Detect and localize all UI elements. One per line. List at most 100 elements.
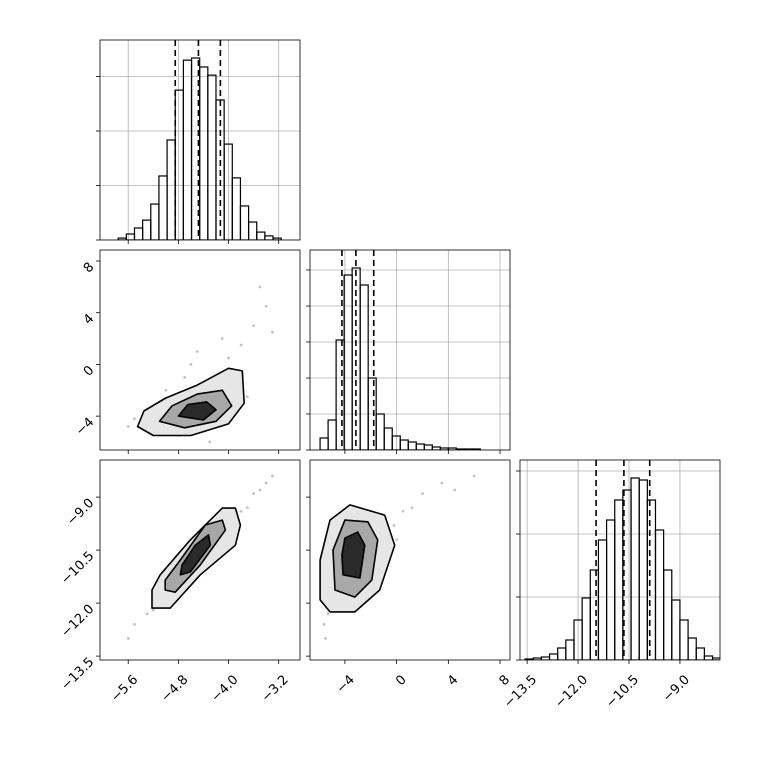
y-tick-label: −4	[73, 415, 97, 439]
scatter-point	[151, 608, 155, 612]
histogram-bar	[415, 443, 425, 450]
x-tick-label: 8	[497, 672, 513, 688]
scatter-point	[252, 492, 256, 495]
histogram-bar	[663, 569, 673, 660]
plot-area	[126, 285, 274, 444]
histogram-bar	[614, 499, 624, 660]
scatter-point	[258, 285, 262, 289]
scatter-point	[245, 395, 249, 399]
histogram-bar	[630, 477, 640, 660]
panel	[96, 39, 301, 244]
histogram-bar	[471, 448, 481, 450]
scatter-point	[322, 622, 326, 626]
histogram-bar	[638, 479, 648, 660]
scatter-point	[208, 440, 212, 444]
panel-frame	[99, 39, 301, 241]
y-tick-label: 8	[81, 260, 97, 276]
x-tick-label: −10.5	[603, 672, 642, 711]
scatter-point	[440, 481, 444, 485]
histogram-bar	[646, 499, 657, 660]
y-tick-label: −13.5	[59, 655, 98, 694]
panel-frame	[309, 459, 511, 661]
plot-area	[520, 460, 720, 660]
histogram-bar	[239, 205, 250, 240]
y-tick-label: −12.0	[59, 602, 98, 641]
histogram-bar	[375, 413, 385, 450]
scatter-point	[258, 488, 262, 492]
scatter-point	[183, 375, 187, 379]
scatter-point	[145, 612, 149, 616]
scatter-point	[126, 637, 130, 640]
histogram-bar	[319, 437, 329, 450]
scatter-point	[392, 523, 396, 527]
x-tick-label: −4.8	[158, 672, 191, 705]
plot-area	[126, 474, 274, 640]
histogram-bar	[589, 569, 600, 660]
histogram-bar	[383, 427, 393, 450]
histogram-bar	[343, 274, 353, 450]
scatter-point	[472, 474, 476, 478]
scatter-point	[220, 337, 224, 340]
y-tick-label: 4	[81, 311, 97, 327]
scatter-point	[326, 612, 330, 616]
histogram-bar	[182, 59, 193, 240]
scatter-point	[252, 324, 256, 328]
scatter-point	[133, 622, 136, 626]
histogram-bar	[407, 441, 417, 450]
scatter-point	[264, 481, 268, 485]
scatter-point	[133, 417, 136, 421]
panel: −13.5 −12.0 −10.5 −9.0	[501, 459, 721, 711]
plot-area	[100, 40, 300, 240]
histogram-bar	[133, 227, 144, 240]
histogram-bar	[231, 177, 242, 240]
scatter-point	[453, 488, 457, 492]
histogram-bar	[150, 203, 160, 240]
histogram-bar	[605, 519, 616, 660]
histogram-bar	[687, 637, 697, 660]
panel: −5.6 −4.8 −4.0 −3.2 −13.5 −12.0 −10.5 −9.0	[59, 459, 301, 705]
histogram-bar	[557, 647, 567, 660]
histogram-bar	[597, 539, 608, 660]
plot-area	[319, 474, 476, 640]
scatter-point	[164, 388, 168, 392]
scatter-point	[410, 506, 414, 510]
scatter-point	[195, 350, 199, 353]
histogram-bar	[359, 284, 369, 450]
histogram-bar	[431, 446, 441, 450]
x-tick-label: 4	[445, 672, 461, 688]
panel-frame	[99, 459, 301, 661]
contour	[177, 401, 217, 421]
scatter-point	[239, 509, 243, 513]
panel-frame	[309, 249, 511, 451]
y-tick-label: −9.0	[64, 496, 97, 529]
histogram-bar	[247, 221, 258, 240]
histogram-bar	[166, 139, 176, 240]
scatter-point	[189, 363, 193, 366]
histogram-bar	[335, 339, 345, 450]
y-tick-label: 0	[81, 363, 97, 379]
panel-frame	[99, 249, 301, 451]
x-tick-label: −4.0	[209, 672, 242, 705]
x-tick-label: 0	[393, 672, 409, 688]
contour	[341, 531, 366, 579]
scatter-point	[271, 474, 274, 478]
scatter-point	[401, 509, 405, 513]
histogram-bar	[423, 444, 433, 450]
histogram-bar	[581, 597, 591, 660]
histogram-bar	[695, 647, 705, 660]
plot-area	[310, 250, 510, 450]
histogram-bar	[671, 599, 681, 660]
scatter-point	[324, 637, 327, 640]
histogram-bar	[711, 657, 720, 660]
scatter-point	[245, 506, 249, 510]
contour	[179, 534, 212, 576]
panel: −4 0 4 8	[73, 249, 301, 454]
x-tick-label: −4	[334, 672, 358, 696]
x-tick-label: −5.6	[108, 672, 141, 705]
histogram-bar	[174, 89, 184, 240]
scatter-point	[395, 538, 399, 541]
x-tick-label: −12.0	[552, 672, 591, 711]
y-tick-label: −10.5	[59, 549, 98, 588]
